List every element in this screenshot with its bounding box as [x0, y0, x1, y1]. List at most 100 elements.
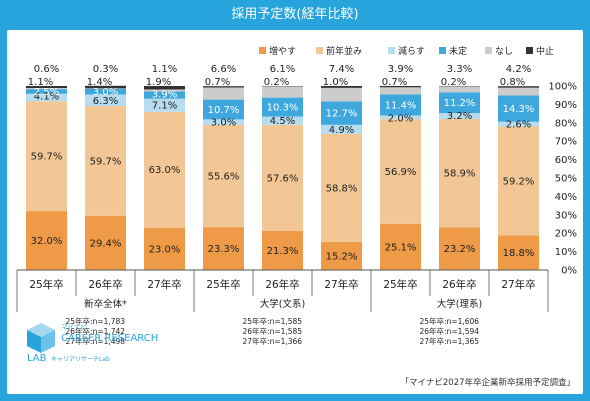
bar-segment: [203, 99, 244, 120]
data-label: 6.6%: [211, 64, 236, 75]
y-tick-label: 40%: [555, 192, 577, 203]
data-label: 0.8%: [500, 77, 525, 88]
chart-title: 採用予定数(経年比較): [231, 7, 359, 22]
bar-segment: [262, 230, 303, 270]
data-label: 4.9%: [329, 125, 354, 136]
legend-swatch: [388, 47, 395, 54]
bar-segment: [203, 124, 244, 228]
bar-segment: [26, 86, 67, 89]
data-label: 0.2%: [441, 77, 466, 88]
data-label: 3.9%: [152, 90, 177, 101]
data-label: 18.8%: [503, 248, 535, 259]
data-label: 0.2%: [264, 77, 289, 88]
category-label: 26年卒: [442, 278, 476, 291]
bar-segment: [439, 118, 480, 228]
sample-size-note: 27年卒:n=1,498: [66, 336, 126, 346]
bar-segment: [321, 133, 362, 243]
y-tick-label: 0%: [561, 266, 577, 277]
data-label: 3.0%: [211, 117, 236, 128]
legend-swatch: [485, 47, 492, 54]
data-label: 23.0%: [149, 244, 181, 255]
data-label: 4.5%: [270, 116, 295, 127]
bar-segment: [85, 85, 126, 89]
y-tick-label: 90%: [555, 100, 577, 111]
bar-segment: [203, 87, 244, 100]
bar-segment: [380, 86, 421, 88]
data-label: 55.6%: [208, 171, 240, 182]
logo-line2: LAB: [27, 353, 47, 364]
data-label: 3.3%: [447, 64, 472, 75]
data-label: 12.7%: [326, 109, 358, 120]
group-label: 大学(文系): [260, 298, 305, 310]
data-label: 25.1%: [385, 242, 417, 253]
data-label: 1.0%: [323, 77, 348, 88]
legend-label: 前年並み: [326, 45, 362, 57]
legend-label: 中止: [536, 45, 554, 57]
bar-segment: [26, 89, 67, 94]
data-label: 6.1%: [270, 64, 295, 75]
data-label: 7.1%: [152, 101, 177, 112]
bar-segment: [262, 124, 303, 231]
sample-size-note: 27年卒:n=1,366: [243, 336, 303, 346]
bar-segment: [439, 227, 480, 270]
data-label: 3.0%: [93, 87, 118, 98]
sample-size-note: 25年卒:n=1,783: [66, 316, 126, 326]
y-tick-label: 30%: [555, 210, 577, 221]
logo-brand: マイナビ: [61, 322, 87, 331]
data-label: 1.1%: [28, 77, 53, 88]
bar-segment: [321, 124, 362, 134]
chart-panel: 32.0% 59.7% 4.1% 2.5% 0.6% 1.1% 29.4% 59.7% 6.3%…: [7, 30, 583, 394]
bar-segment: [85, 215, 126, 270]
y-tick-label: 80%: [555, 118, 577, 129]
bar-segment: [439, 113, 480, 119]
y-tick-label: 100%: [548, 82, 577, 93]
data-label: 32.0%: [31, 236, 63, 247]
sample-size-note: 26年卒:n=1,742: [66, 326, 126, 336]
legend-swatch: [316, 47, 323, 54]
bar-segment: [26, 93, 67, 102]
data-label: 59.7%: [90, 156, 122, 167]
bar-segment: [144, 89, 185, 92]
legend-label: なし: [495, 46, 513, 57]
y-tick-label: 70%: [555, 137, 577, 148]
legend: 増やす 前年並み 減らす 未定 なし 中止: [259, 45, 554, 57]
category-label: 25年卒: [206, 278, 240, 291]
sample-size-note: 25年卒:n=1,585: [243, 316, 303, 326]
bar-segment: [321, 86, 362, 88]
bar-segment: [321, 242, 362, 270]
legend-swatch: [526, 47, 533, 54]
sample-size-note: 25年卒:n=1,606: [420, 316, 480, 326]
bar-segment: [144, 111, 185, 228]
data-label: 2.6%: [506, 120, 531, 131]
bar-segment: [144, 98, 185, 112]
category-label: 26年卒: [88, 278, 122, 291]
data-label: 63.0%: [149, 165, 181, 176]
data-label: 15.2%: [326, 252, 358, 263]
source-note: 「マイナビ2027年卒企業新卒採用予定調査」: [401, 377, 575, 388]
data-label: 56.9%: [385, 167, 417, 178]
bar-segment: [380, 115, 421, 120]
legend-label: 未定: [449, 45, 467, 57]
category-label: 27年卒: [147, 278, 181, 291]
sample-size-note: 26年卒:n=1,594: [420, 326, 480, 336]
data-label: 23.3%: [208, 244, 240, 255]
bar-segment: [144, 91, 185, 99]
data-label: 29.4%: [90, 238, 122, 249]
stacked-bar-chart: 32.0% 59.7% 4.1%2.5% 0.6% 1.1% 29.4% 59.7% 6.3%…: [16, 45, 577, 388]
bar-segment: [262, 116, 303, 125]
bar-segment: [26, 211, 67, 270]
bar-segment: [498, 86, 539, 88]
logo: マイナビ CAREER RESEARCH LAB キャリアリサーチLab: [27, 322, 158, 364]
data-label: 23.2%: [444, 244, 476, 255]
bar-segment: [203, 86, 244, 88]
bar-segment: [380, 119, 421, 224]
bar-segment: [144, 86, 185, 90]
data-label: 3.9%: [388, 64, 413, 75]
bar-segment: [26, 101, 67, 212]
data-label: 4.2%: [506, 64, 531, 75]
data-label: 10.3%: [267, 103, 299, 114]
group-label: 新卒全体*: [84, 298, 127, 310]
data-label: 2.5%: [34, 87, 59, 98]
bar-segment: [498, 235, 539, 270]
